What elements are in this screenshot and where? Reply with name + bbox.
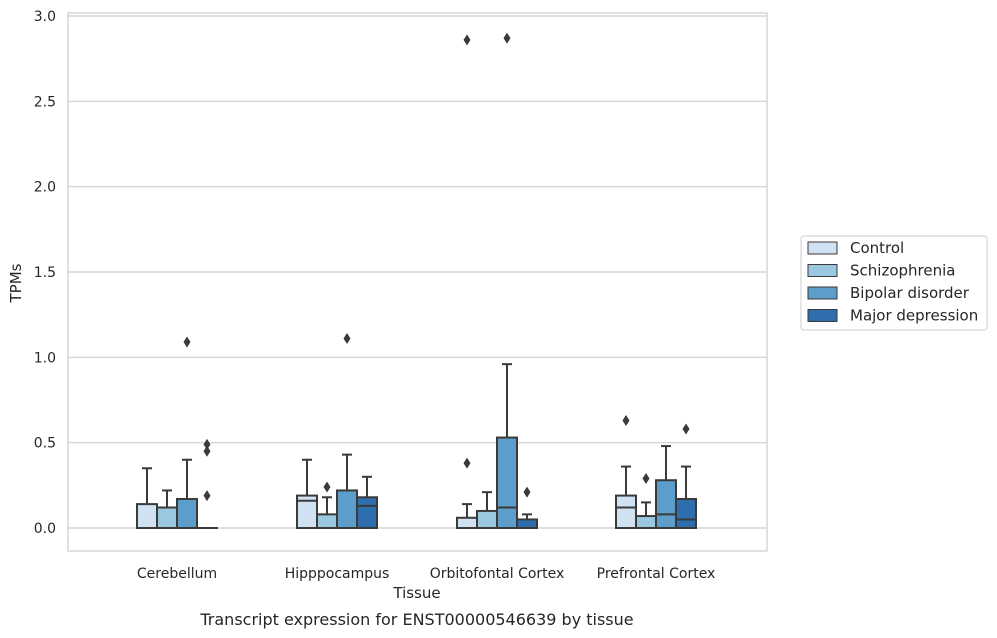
legend-swatch xyxy=(807,309,838,322)
box-body xyxy=(316,513,338,530)
box-body xyxy=(635,515,657,530)
box-bipolar-disorder xyxy=(176,336,198,529)
x-ticks: Cerebellum Hipppocampus Orbitofontal Corte… xyxy=(137,566,715,582)
box-body xyxy=(655,479,677,530)
outlier-point xyxy=(642,473,650,485)
box-control xyxy=(615,414,637,529)
x-tick-label: Cerebellum xyxy=(137,566,217,582)
box-body xyxy=(675,497,697,529)
outlier-point xyxy=(183,336,191,348)
box-control xyxy=(456,34,478,530)
plot-frame xyxy=(67,12,768,552)
box-bipolar-disorder xyxy=(655,445,677,530)
box-schizophrenia xyxy=(476,491,498,529)
x-tick-label: Prefrontal Cortex xyxy=(597,566,716,582)
box-major-depression xyxy=(356,475,378,529)
x-tick-label: Orbitofontal Cortex xyxy=(430,566,565,582)
box-body xyxy=(296,494,318,529)
legend-label: Bipolar disorder xyxy=(850,284,970,302)
outlier-point xyxy=(682,423,690,435)
y-tick-label: 2.0 xyxy=(34,180,56,196)
outlier-point xyxy=(203,438,211,450)
legend-swatch xyxy=(807,286,838,300)
box-body xyxy=(136,503,158,529)
legend: Control Schizophrenia Bipolar disorder Majo… xyxy=(800,235,988,331)
box-body xyxy=(356,496,378,529)
chart-caption: Transcript expression for ENST0000054663… xyxy=(199,610,633,629)
y-tick-label: 3.0 xyxy=(34,9,56,25)
legend-label: Control xyxy=(850,239,904,257)
outlier-point xyxy=(463,457,471,469)
box-body xyxy=(336,489,358,530)
outlier-point xyxy=(323,481,331,493)
box-bipolar-disorder xyxy=(496,32,518,529)
box-body xyxy=(496,436,518,529)
outlier-point xyxy=(523,486,531,498)
y-ticks: 0.0 0.5 1.0 1.5 2.0 2.5 3.0 xyxy=(34,9,56,537)
box-schizophrenia xyxy=(316,481,338,530)
outlier-point xyxy=(503,32,511,44)
box-schizophrenia xyxy=(635,473,657,530)
y-axis-label: TPMs xyxy=(7,263,25,303)
outlier-point xyxy=(343,333,351,345)
box-body xyxy=(615,494,637,529)
box-body xyxy=(516,518,538,530)
box-body xyxy=(456,516,478,530)
x-axis-label: Tissue xyxy=(392,584,440,602)
y-tick-label: 1.5 xyxy=(34,265,56,281)
box-control xyxy=(136,467,158,529)
legend-label: Schizophrenia xyxy=(850,262,955,280)
legend-swatch xyxy=(807,264,838,277)
x-tick-label: Hipppocampus xyxy=(285,566,390,582)
box-bipolar-disorder xyxy=(336,333,358,530)
boxes xyxy=(136,32,697,530)
box-control xyxy=(296,458,318,529)
box-major-depression xyxy=(196,438,218,530)
box-major-depression xyxy=(675,423,697,529)
box-major-depression xyxy=(516,486,538,530)
box-body xyxy=(156,506,178,529)
y-tick-label: 2.5 xyxy=(34,94,56,110)
grid-lines xyxy=(68,15,767,529)
legend-frame xyxy=(800,235,988,331)
y-tick-label: 0.0 xyxy=(34,521,56,537)
y-tick-label: 0.5 xyxy=(34,436,56,452)
legend-label: Major depression xyxy=(850,307,978,325)
legend-swatch xyxy=(807,241,838,255)
outlier-point xyxy=(203,445,211,457)
outlier-point xyxy=(203,490,211,502)
outlier-point xyxy=(622,414,630,426)
box-schizophrenia xyxy=(156,489,178,529)
outlier-point xyxy=(463,34,471,46)
box-body xyxy=(176,497,198,529)
y-tick-label: 1.0 xyxy=(34,350,56,366)
box-body xyxy=(476,509,498,529)
